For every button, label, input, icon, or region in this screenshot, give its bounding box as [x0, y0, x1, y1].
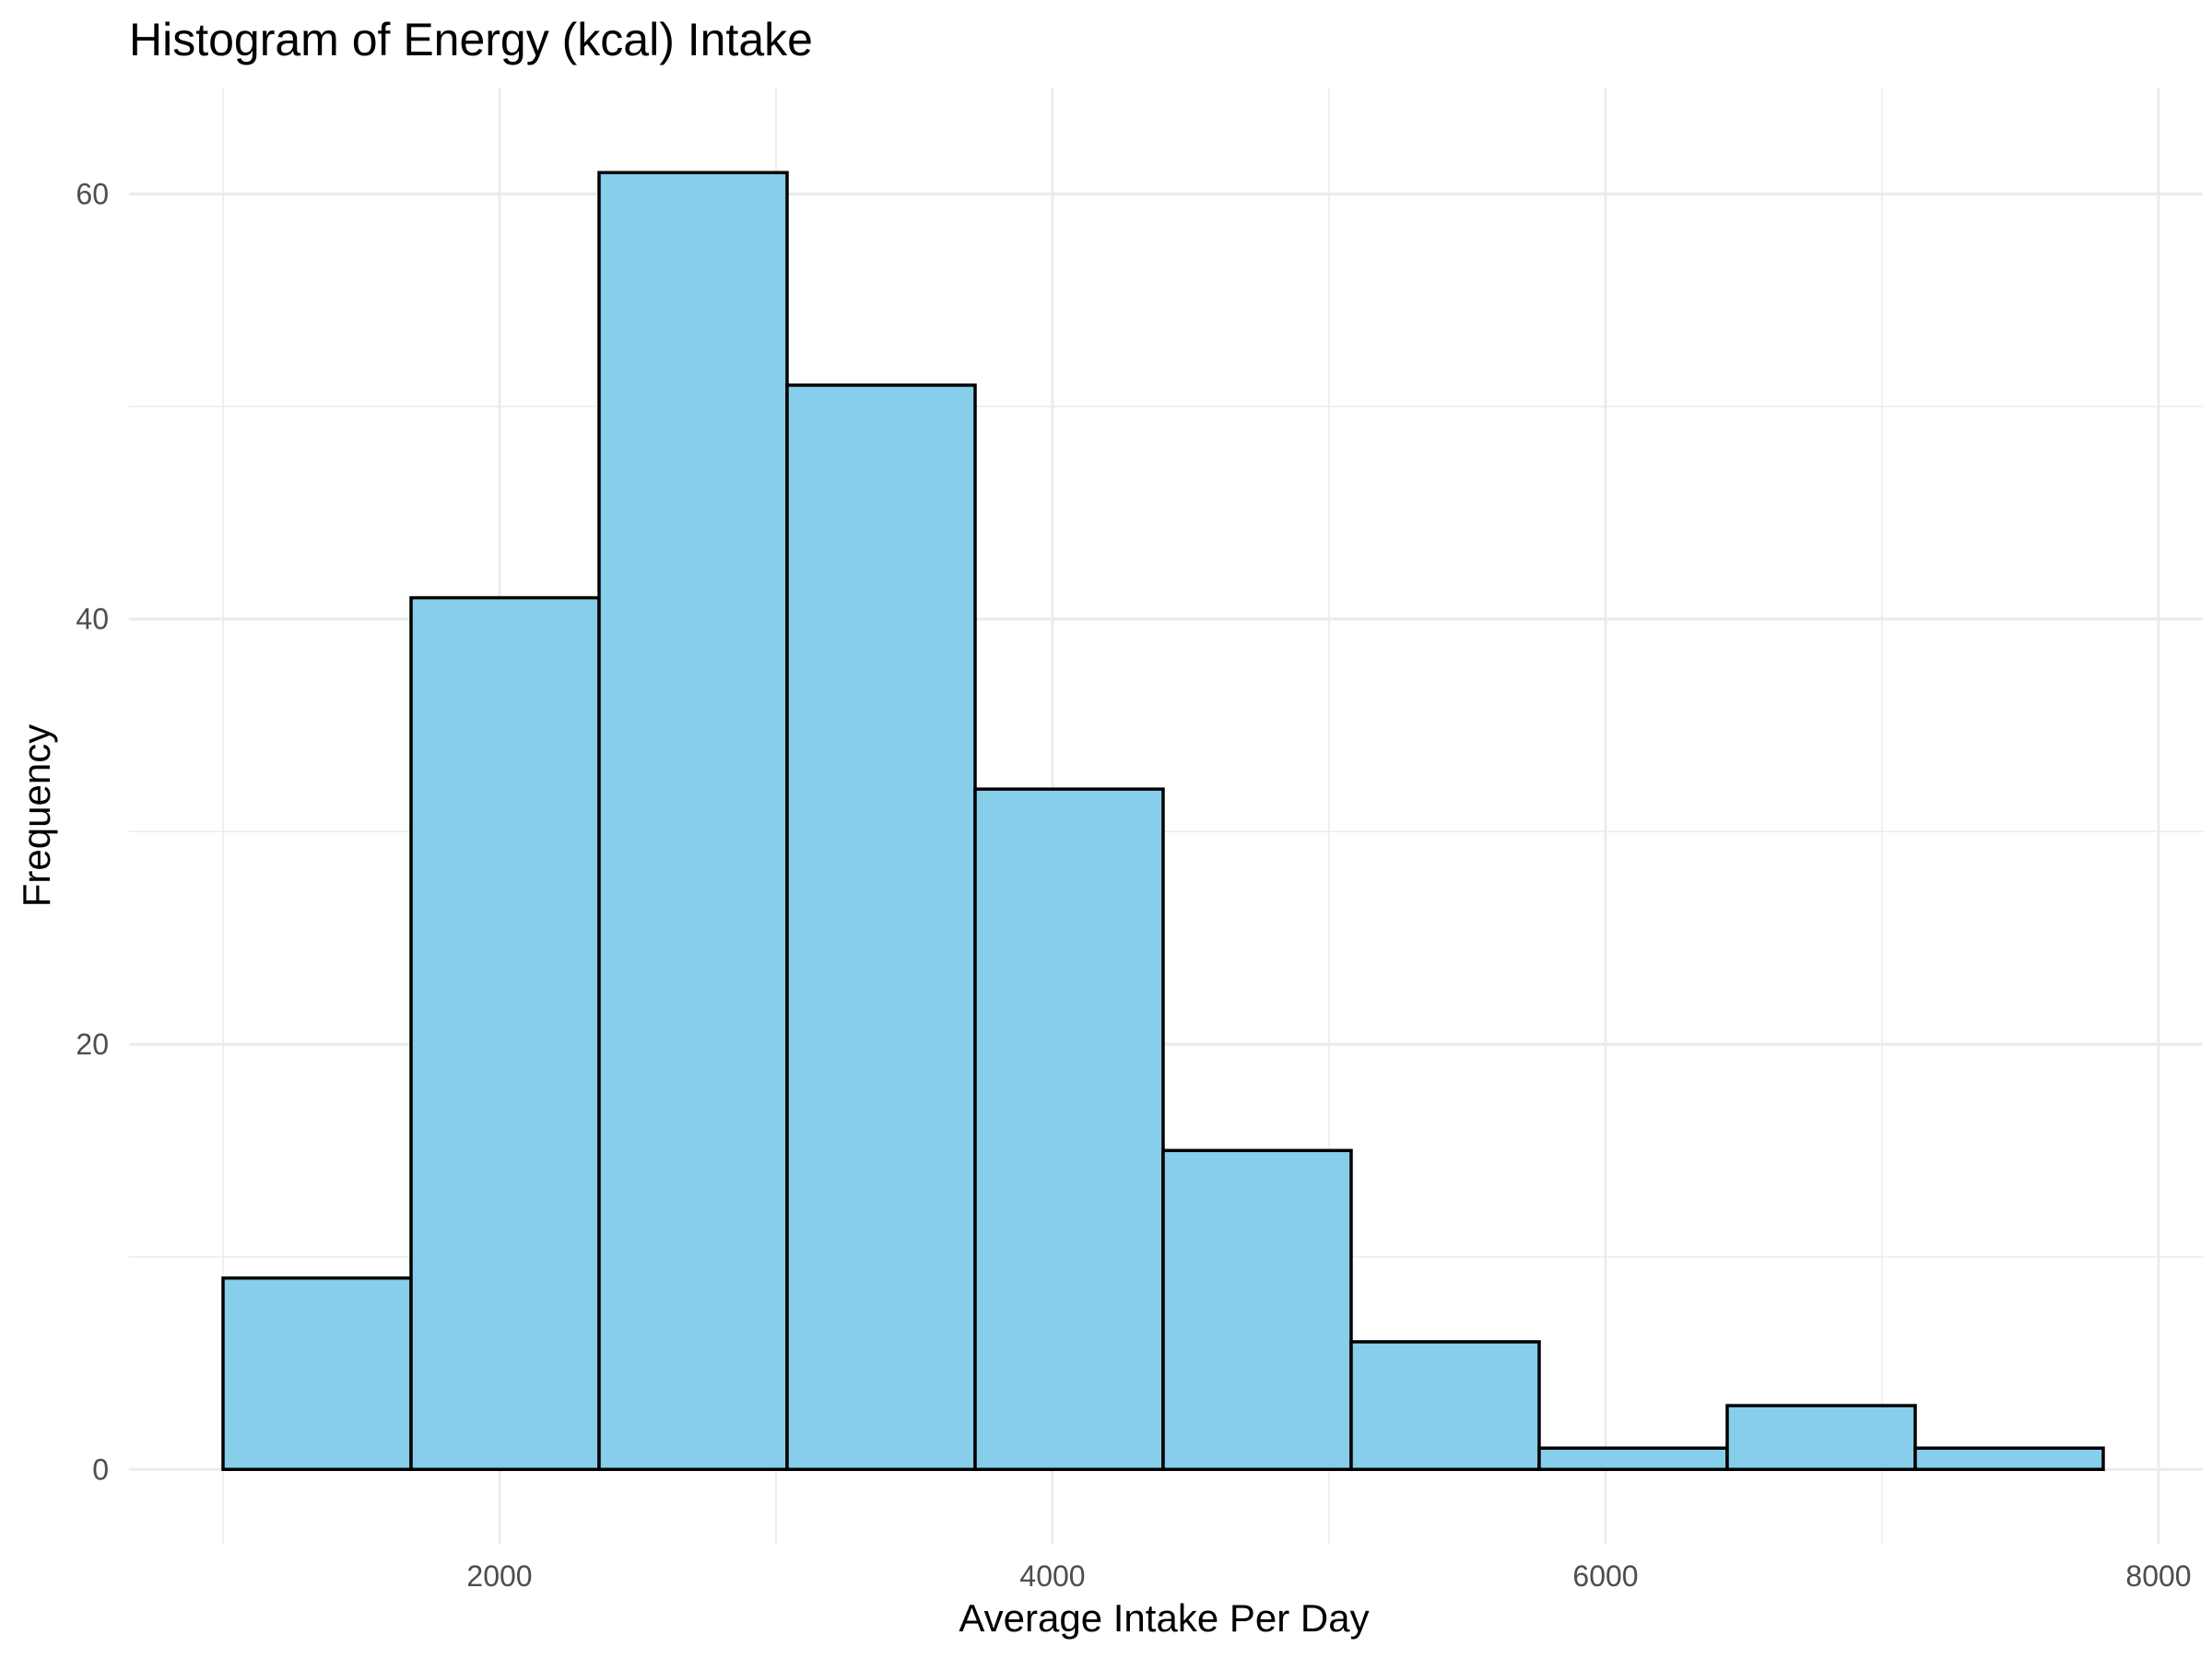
- histogram-bar-3: [597, 171, 789, 1472]
- histogram-bar-10: [1913, 1446, 2105, 1472]
- histogram-bar-2: [409, 595, 601, 1472]
- y-tick-label: 40: [76, 603, 109, 636]
- x-tick-label: 4000: [1019, 1559, 1085, 1593]
- chart-title: Histogram of Energy (kcal) Intake: [129, 14, 813, 65]
- histogram-bars: [221, 171, 2105, 1472]
- x-tick-label: 8000: [2125, 1559, 2191, 1593]
- x-tick-label: 6000: [1572, 1559, 1638, 1593]
- histogram-bar-6: [1161, 1148, 1353, 1472]
- histogram-bar-4: [785, 383, 977, 1472]
- y-axis-tick-labels: 0 20 40 60: [76, 177, 109, 1486]
- x-tick-label: 2000: [466, 1559, 532, 1593]
- x-axis-tick-labels: 2000 4000 6000 8000: [466, 1559, 2191, 1593]
- y-tick-label: 0: [92, 1453, 109, 1486]
- histogram-bar-8: [1537, 1446, 1729, 1472]
- histogram-bar-7: [1349, 1340, 1541, 1472]
- histogram-bar-1: [221, 1276, 413, 1472]
- y-axis-title: Frequency: [15, 724, 58, 907]
- x-axis-title: Average Intake Per Day: [959, 1596, 1369, 1640]
- y-tick-label: 60: [76, 177, 109, 210]
- y-tick-label: 20: [76, 1028, 109, 1061]
- histogram-bar-5: [973, 787, 1165, 1472]
- histogram-bar-9: [1725, 1404, 1917, 1472]
